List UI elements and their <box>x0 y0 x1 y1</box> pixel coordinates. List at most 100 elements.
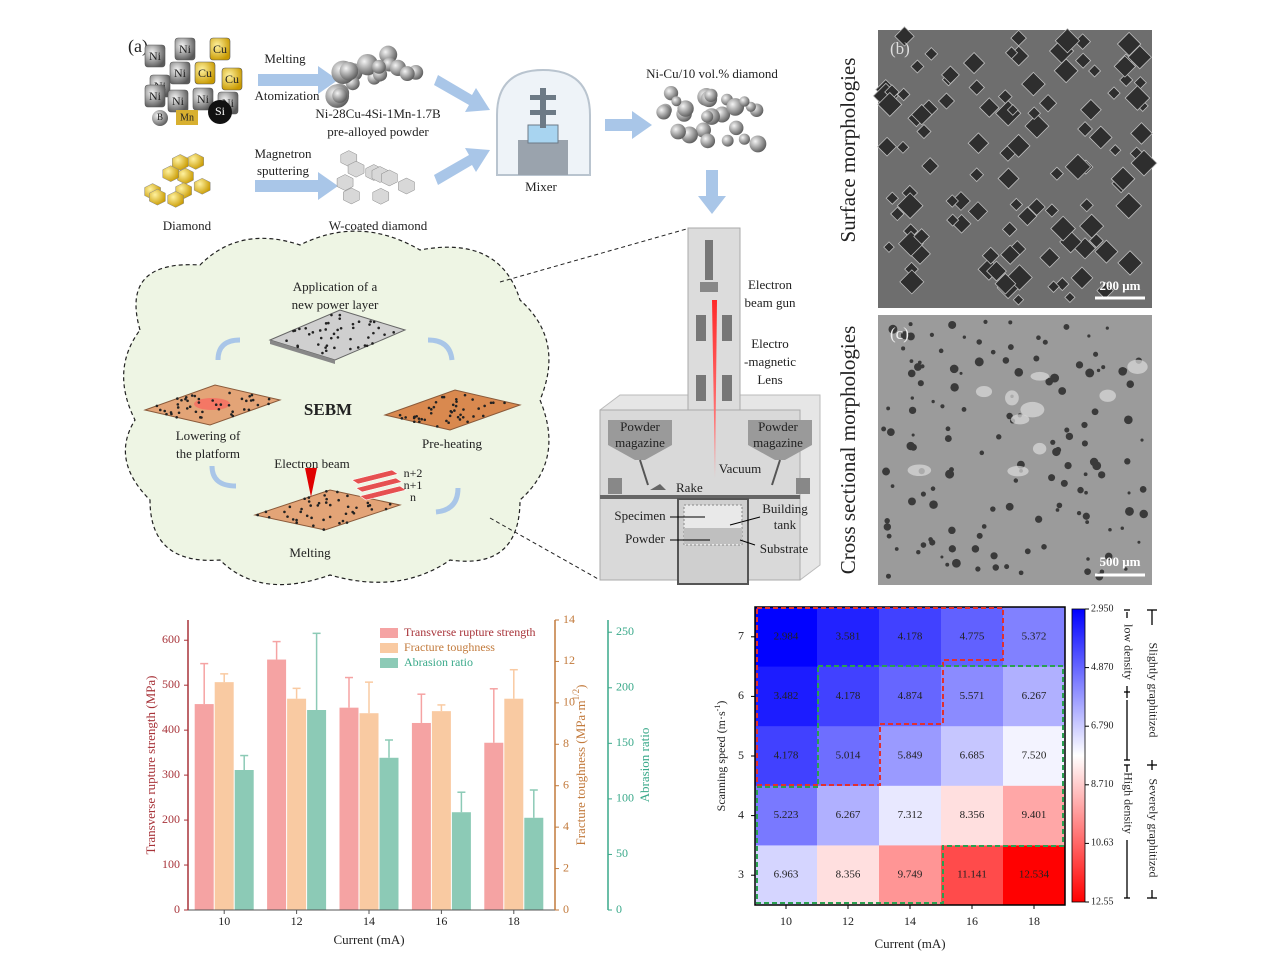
powder-dot <box>307 332 311 336</box>
powder-dot <box>199 416 202 419</box>
sem-grain <box>1039 247 1061 269</box>
powder-dot <box>461 415 465 419</box>
sem-grain <box>886 406 891 411</box>
powder-dot <box>231 414 235 418</box>
sem-grain <box>1010 29 1027 47</box>
heatmap-cell <box>1003 607 1066 668</box>
powder-dot <box>312 524 315 528</box>
sem-grain <box>901 346 906 351</box>
powder-particle <box>656 104 672 120</box>
powder-dot <box>451 403 455 407</box>
heatmap-cell <box>817 785 880 846</box>
x-tick-label: 18 <box>508 914 520 928</box>
powder-dot <box>392 331 395 334</box>
sem-grain <box>1008 320 1013 325</box>
powder-dot <box>227 403 231 407</box>
x-tick-label: 18 <box>1028 914 1040 928</box>
colorbar-tick-label: 4.870 <box>1091 662 1114 673</box>
powder-dot <box>477 407 480 410</box>
heatmap-cell <box>817 666 880 727</box>
sem-grain <box>945 426 951 432</box>
powder-dot <box>448 414 452 418</box>
x-tick-label: 16 <box>435 914 447 928</box>
sem-grain <box>940 555 944 559</box>
sem-grain <box>1058 387 1067 395</box>
heatmap-cell <box>1003 785 1066 846</box>
sem-panel: (c) 500 μm Cross sectional morphologies <box>836 315 1152 585</box>
powder-dot <box>322 528 326 531</box>
machine-label: Rake <box>676 480 703 495</box>
sem-grain <box>1047 280 1060 293</box>
powder-dot <box>311 331 315 334</box>
diamond-particle <box>336 174 354 191</box>
sem-grain <box>1027 197 1046 216</box>
sem-grain <box>1001 221 1018 238</box>
sem-grain <box>896 140 910 154</box>
arrow <box>605 111 652 139</box>
powder-label: pre-alloyed powder <box>327 124 429 139</box>
powder-dot <box>463 393 467 397</box>
powder-dot <box>190 394 194 397</box>
sem-grain <box>1036 335 1041 341</box>
sem-grain <box>1124 85 1151 111</box>
machine-label: Specimen <box>614 508 666 523</box>
powder-dot <box>454 397 458 401</box>
powder-particle <box>332 88 348 103</box>
powder-label: Ni-28Cu-4Si-1Mn-1.7B <box>315 106 441 121</box>
powder-dot <box>442 395 446 399</box>
powder-dot <box>256 513 259 517</box>
sem-grain <box>1055 508 1060 512</box>
powder-dot <box>319 336 323 340</box>
sem-grain <box>909 359 914 363</box>
sem-grain <box>941 65 960 85</box>
powder-dot <box>427 406 431 410</box>
sem-grain <box>1054 28 1081 54</box>
sem-pore <box>1099 389 1116 402</box>
sem-grain <box>1080 98 1102 121</box>
powder-dot <box>324 322 328 325</box>
arrow <box>255 172 338 200</box>
powder-dot <box>155 404 159 408</box>
sem-grain <box>1044 203 1060 218</box>
powder-particle <box>670 123 686 140</box>
sem-grain <box>1140 438 1144 442</box>
sem-grain <box>931 399 935 404</box>
heatmap-cell <box>817 726 880 787</box>
machine-label: Electron <box>748 277 793 292</box>
sem-grain <box>1064 427 1070 433</box>
heatmap-cell <box>941 607 1004 668</box>
powder-particle <box>729 120 744 136</box>
sem-grain <box>1050 439 1056 445</box>
cell-label: 11.141 <box>957 869 987 881</box>
sem-grain <box>945 194 959 208</box>
powder-dot <box>240 397 244 401</box>
sem-grain <box>884 518 890 524</box>
sem-grain <box>1105 326 1109 330</box>
sem-grain <box>1130 122 1153 145</box>
scale-label: 200 μm <box>1100 278 1141 293</box>
powder-dot <box>357 320 361 324</box>
powder-label: W-coated diamond <box>329 218 428 233</box>
colorbar-tick-label: 6.790 <box>1091 720 1114 731</box>
powder-dot <box>349 347 352 351</box>
sem-grain <box>949 467 954 473</box>
scale-label: 500 μm <box>1100 554 1141 569</box>
x-axis-label: Current (mA) <box>333 932 404 947</box>
sem-grain <box>997 167 1020 190</box>
powder-dot <box>307 496 311 499</box>
sem-grain <box>990 349 996 355</box>
y3-tick-label: 200 <box>616 680 634 694</box>
sem-grain <box>1119 72 1134 88</box>
axis-label-part: Fracture toughness (MPa·m <box>573 700 588 845</box>
heatmap-cell <box>755 666 818 727</box>
sem-grain <box>1130 149 1158 177</box>
heatmap-cell <box>755 726 818 787</box>
step-label: Magnetron <box>254 146 312 161</box>
heatmap-cell <box>1003 845 1066 906</box>
machine-label: magazine <box>753 435 803 450</box>
heatmap-cell <box>941 726 1004 787</box>
sem-grain <box>1086 557 1090 561</box>
sem-grain <box>921 157 939 175</box>
sem-grain <box>924 47 939 61</box>
powder-particle <box>339 61 359 81</box>
